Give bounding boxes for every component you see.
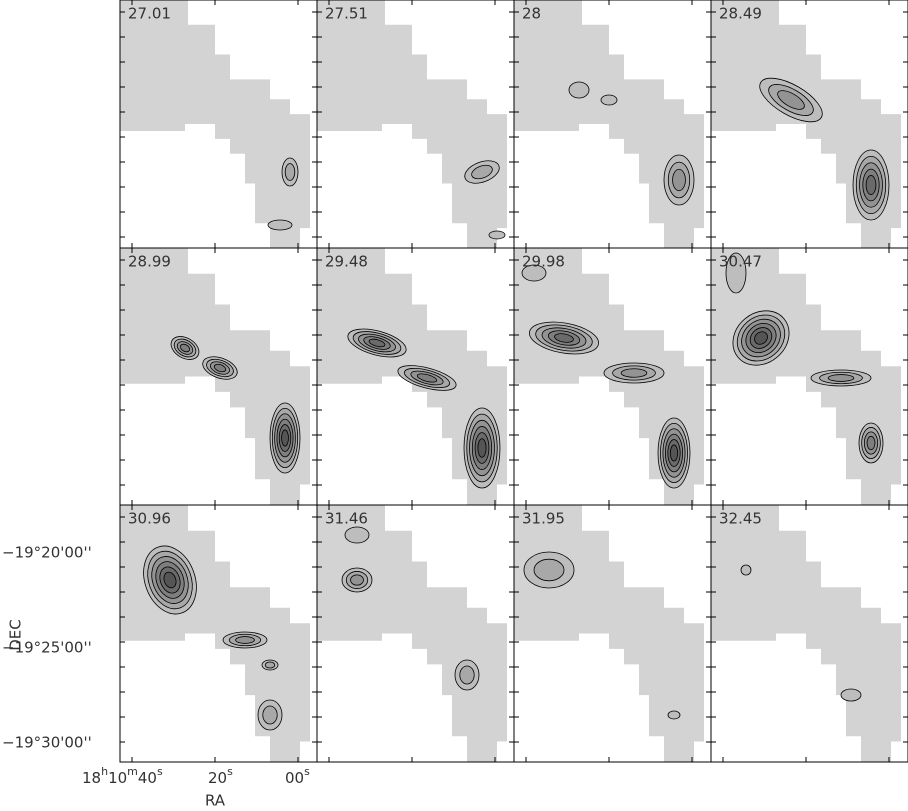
contour [368,338,386,348]
contour [235,636,255,644]
contour [827,374,855,382]
contour [740,564,752,576]
contour [213,363,227,373]
channel-panel: 27.51 [316,0,515,249]
contour [262,705,278,725]
velocity-label: 30.96 [128,510,171,528]
emission-mask [120,0,310,248]
contour [344,526,370,544]
emission-mask [120,505,310,762]
channel-panel: 30.96 [119,504,318,763]
contour [284,163,296,181]
channel-panel: 28 [513,0,712,249]
emission-mask [514,505,704,762]
dec-tick-label: −19°30'00'' [2,734,92,752]
contour [471,164,493,180]
contour [672,168,686,192]
channel-panel: 31.95 [513,504,712,763]
ra-axis-label: RA [205,792,226,810]
velocity-label: 31.46 [325,510,368,528]
contour [267,219,293,231]
contour [350,574,364,586]
velocity-label: 30.47 [719,253,762,271]
emission-mask [514,0,704,248]
contour [477,438,487,458]
contour [416,373,438,383]
contour [568,81,590,99]
ra-tick-label: 20s [208,765,233,787]
contour [840,688,862,702]
contour [754,331,768,345]
dec-tick-label: −19°25'00'' [2,639,92,657]
contour [554,333,574,343]
contour [179,343,191,353]
contour [669,444,679,462]
channel-panel: 28.49 [710,0,908,249]
velocity-label: 28.49 [719,5,762,23]
contour [264,661,276,669]
channel-panel: 32.45 [710,504,908,763]
contour [620,368,648,378]
emission-mask [317,505,507,762]
dec-axis-label: DEC [7,619,25,651]
channel-panel: 28.99 [119,247,318,506]
contour [600,94,618,106]
channel-panel: 31.46 [316,504,515,763]
contour [459,665,475,685]
ra-tick-label: 18h10m40s [82,765,163,787]
velocity-label: 27.01 [128,5,171,23]
velocity-label: 28.99 [128,253,171,271]
velocity-label: 27.51 [325,5,368,23]
ra-tick-label: 00s [285,765,310,787]
channel-panel: 29.48 [316,247,515,506]
contour [866,435,876,451]
channel-panel: 27.01 [119,0,318,249]
emission-mask [711,505,901,762]
velocity-label: 29.98 [522,253,565,271]
velocity-label: 28 [522,5,541,23]
dec-tick-label: −19°20'00'' [2,544,92,562]
velocity-label: 32.45 [719,510,762,528]
panel-frame [710,504,908,763]
velocity-label: 31.95 [522,510,565,528]
contour [163,571,177,589]
contour [865,175,877,195]
contour [281,429,289,447]
velocity-label: 29.48 [325,253,368,271]
channel-panel: 30.47 [710,247,908,506]
contour [667,710,681,720]
contour [777,90,805,110]
contour [521,264,547,282]
contour [488,230,506,240]
channel-panel: 29.98 [513,247,712,506]
contour [725,252,747,294]
contour [533,558,565,582]
emission-mask [317,0,507,248]
